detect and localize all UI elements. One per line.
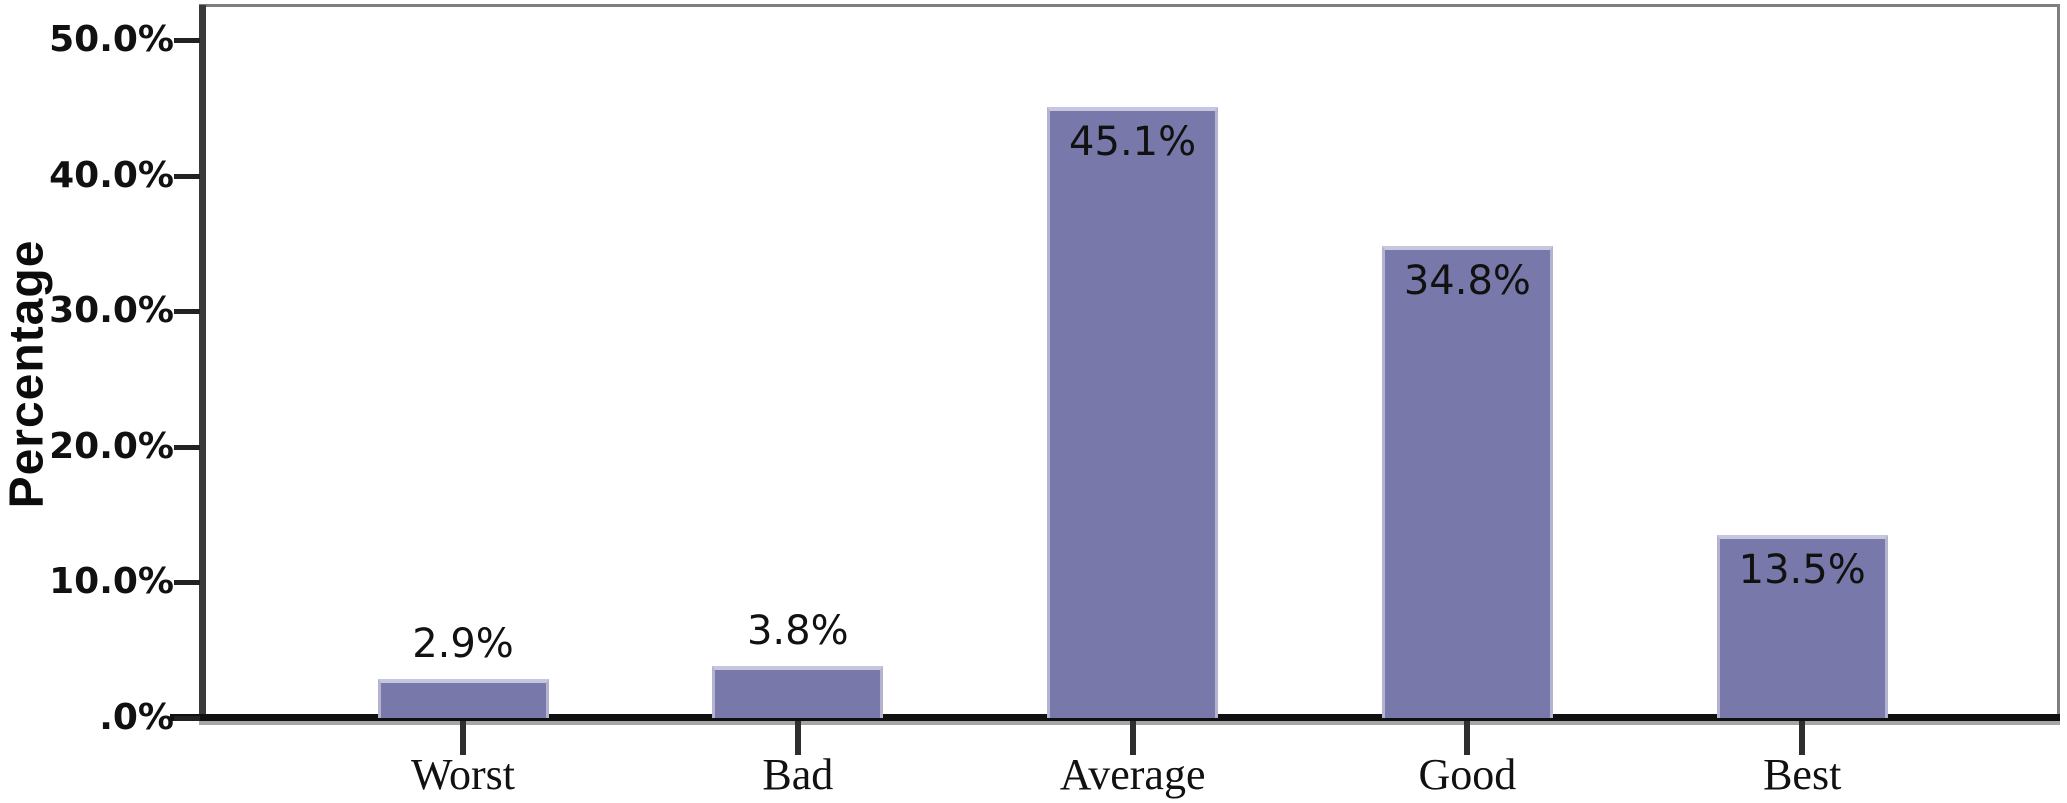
y-axis-tick-label: 20.0% [49,425,174,467]
y-axis-tick [174,580,200,586]
bar-worst [377,678,549,718]
bar-value-label: 3.8% [746,608,849,655]
bar-value-label: 45.1% [1069,118,1197,165]
x-axis-category-label: Best [1763,750,1842,799]
y-axis-tick-label: 30.0% [49,290,174,332]
y-axis-tick [174,309,200,315]
x-axis-tick [1799,721,1806,755]
y-axis-line [199,5,206,721]
y-axis-tick [174,444,200,450]
bar-best [1716,535,1888,718]
y-axis-tick-label: 40.0% [49,154,174,196]
y-axis-tick [174,173,200,179]
x-axis-tick [1129,721,1136,755]
x-axis-tick [460,721,466,755]
y-axis-tick-label: 10.0% [49,561,174,603]
x-axis-shadow-line [199,721,2060,725]
y-axis-tick-label: 50.0% [49,19,174,61]
y-axis-tick-label: .0% [99,697,174,738]
x-axis-category-label: Worst [410,750,515,799]
bar-good [1381,246,1553,718]
bar-average [1047,106,1219,718]
bar-bad [712,666,884,718]
x-axis-category-label: Average [1059,750,1206,799]
x-axis-tick [1464,721,1471,755]
bar-value-label: 34.8% [1403,258,1531,305]
y-axis-tick [174,716,200,721]
plot-frame-top-border [199,4,2060,7]
x-axis-category-label: Bad [762,750,834,799]
bar-value-label: 13.5% [1738,547,1866,593]
plot-frame-right-border [2057,4,2060,721]
x-axis-tick [794,721,801,755]
x-axis-category-label: Good [1418,750,1517,799]
bar-value-label: 2.9% [412,620,514,667]
y-axis-tick [174,38,200,44]
